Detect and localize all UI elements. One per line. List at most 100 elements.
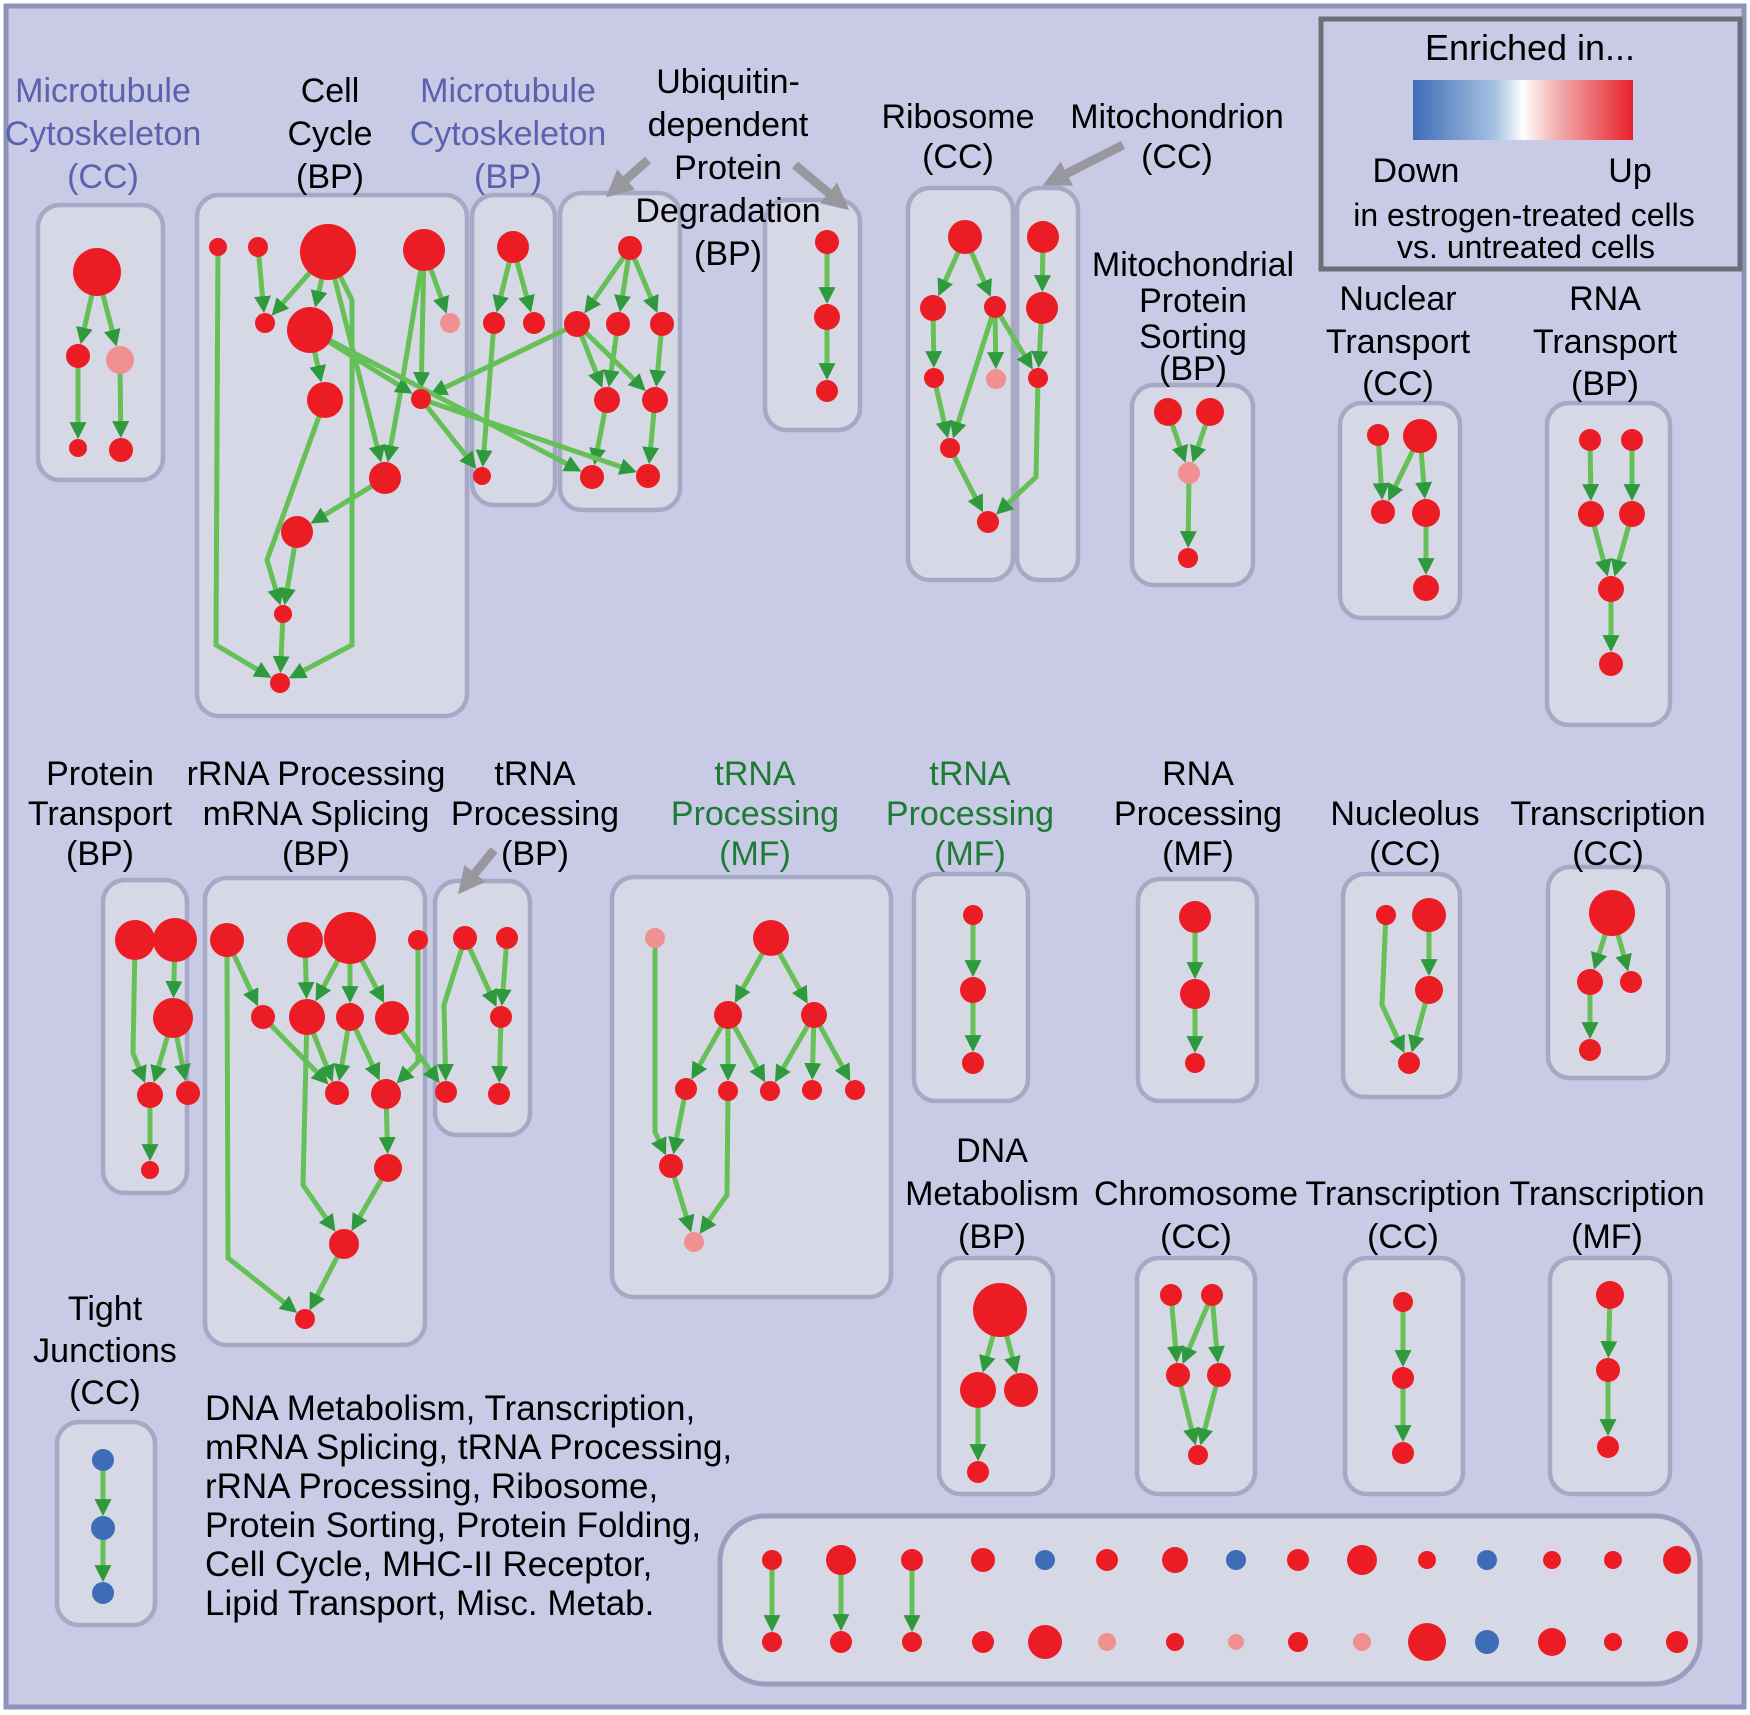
go-term-node <box>675 1078 697 1100</box>
cluster-label-rna_trans: Transport <box>1533 323 1678 361</box>
go-term-node <box>91 1516 115 1540</box>
edge <box>288 317 582 472</box>
go-term-node <box>760 1081 780 1101</box>
cluster-label-prot_trans: Transport <box>28 795 173 833</box>
go-term-node <box>801 1002 827 1028</box>
go-term-node <box>1403 419 1437 453</box>
cluster-label-mt_cc: (CC) <box>67 158 139 196</box>
go-term-node <box>1178 462 1200 484</box>
go-term-node <box>1597 1436 1619 1458</box>
go-term-node <box>816 380 838 402</box>
go-term-node <box>718 1081 738 1101</box>
cluster-box-rna_trans <box>1544 400 1673 728</box>
cluster-label-mito: (CC) <box>1141 138 1213 176</box>
cluster-label-ubiq: Degradation <box>635 192 820 230</box>
misc-terms-note-line: DNA Metabolism, Transcription, <box>205 1389 695 1428</box>
go-term-node <box>255 313 275 333</box>
go-term-node <box>453 926 477 950</box>
go-term-node <box>69 439 87 457</box>
go-term-node <box>115 920 155 960</box>
go-term-node <box>1666 1631 1688 1653</box>
go-term-node <box>106 346 134 374</box>
label-pointer-arrow <box>457 847 498 895</box>
go-term-node <box>1096 1549 1118 1571</box>
go-term-node <box>287 307 333 353</box>
go-term-node <box>375 1001 409 1035</box>
edge <box>1379 904 1405 1054</box>
label-pointer-arrow <box>605 156 651 198</box>
cluster-label-tight_junc: (CC) <box>69 1374 141 1412</box>
go-term-node <box>1180 979 1210 1009</box>
go-term-node <box>1027 221 1059 253</box>
misc-terms-note-line: rRNA Processing, Ribosome, <box>205 1467 658 1506</box>
go-term-node <box>1004 1373 1038 1407</box>
go-term-node <box>1166 1363 1190 1387</box>
go-term-node <box>618 236 642 260</box>
edge <box>396 930 421 1084</box>
cluster-box-chromosome <box>1134 1255 1258 1497</box>
edge <box>699 1080 731 1234</box>
edge <box>410 393 637 475</box>
go-term-node <box>371 1079 401 1109</box>
go-term-node <box>1619 501 1645 527</box>
cluster-label-ribosome: Ribosome <box>881 98 1034 136</box>
go-term-node <box>1035 1550 1055 1570</box>
go-term-node <box>490 1006 512 1028</box>
cluster-label-cell_cycle: Cell <box>301 72 360 110</box>
go-term-node <box>1392 1442 1414 1464</box>
go-term-node <box>1162 1547 1188 1573</box>
cluster-label-rna_proc: RNA <box>1162 755 1234 793</box>
cluster-label-trna_mf1: tRNA <box>714 755 796 793</box>
misc-terms-note-line: mRNA Splicing, tRNA Processing, <box>205 1428 732 1467</box>
go-term-node <box>1026 292 1058 324</box>
cluster-label-cell_cycle: (BP) <box>296 158 364 196</box>
cluster-label-nucleolus: Nucleolus <box>1330 795 1479 833</box>
go-term-node <box>924 368 944 388</box>
go-term-node <box>1589 890 1635 936</box>
go-term-node <box>137 1082 163 1108</box>
go-term-node <box>1228 1634 1244 1650</box>
go-term-node <box>762 1550 782 1570</box>
go-term-node <box>274 605 292 623</box>
go-term-node <box>1621 429 1643 451</box>
go-term-node <box>1196 398 1224 426</box>
bottom-terms-box <box>717 1513 1703 1687</box>
go-term-node <box>153 998 193 1038</box>
go-term-node <box>497 231 529 263</box>
go-term-node <box>1418 1551 1436 1569</box>
cluster-label-chromosome: Chromosome <box>1094 1175 1298 1213</box>
cluster-label-trna_mf2: (MF) <box>934 835 1006 873</box>
go-term-node <box>1413 575 1439 601</box>
go-term-node <box>66 344 90 368</box>
edge <box>950 295 1001 439</box>
cluster-label-trans_mf: Transcription <box>1509 1175 1704 1213</box>
go-term-node <box>488 1083 510 1105</box>
cluster-box-trna_mf1 <box>609 874 894 1300</box>
go-term-node <box>374 1154 402 1182</box>
cluster-label-mt_bp: (BP) <box>474 158 542 196</box>
cluster-label-rna_trans: (BP) <box>1571 365 1639 403</box>
cluster-label-trans_cc2: Transcription <box>1510 795 1705 833</box>
cluster-label-nuc_trans: Transport <box>1326 323 1471 361</box>
go-term-node <box>963 905 983 925</box>
go-term-node <box>826 1545 856 1575</box>
go-term-node <box>109 438 133 462</box>
go-term-node <box>1577 969 1603 995</box>
go-term-node <box>73 248 121 296</box>
edge <box>224 922 298 1313</box>
go-term-node <box>1578 501 1604 527</box>
go-term-node <box>1028 1625 1062 1659</box>
go-term-node <box>300 224 356 280</box>
go-term-node <box>1178 548 1198 568</box>
cluster-label-mt_bp: Microtubule <box>420 72 596 110</box>
go-term-node <box>920 295 946 321</box>
legend-subtitle-line1: in estrogen-treated cells <box>1353 197 1695 233</box>
go-term-node <box>1207 1363 1231 1387</box>
misc-terms-note-line: Protein Sorting, Protein Folding, <box>205 1506 701 1545</box>
cluster-label-ubiq: Ubiquitin- <box>656 63 800 101</box>
go-term-node <box>1185 1053 1205 1073</box>
legend-gradient-bar <box>1413 80 1633 140</box>
cluster-label-trna_mf1: Processing <box>671 795 839 833</box>
go-term-node <box>753 920 789 956</box>
